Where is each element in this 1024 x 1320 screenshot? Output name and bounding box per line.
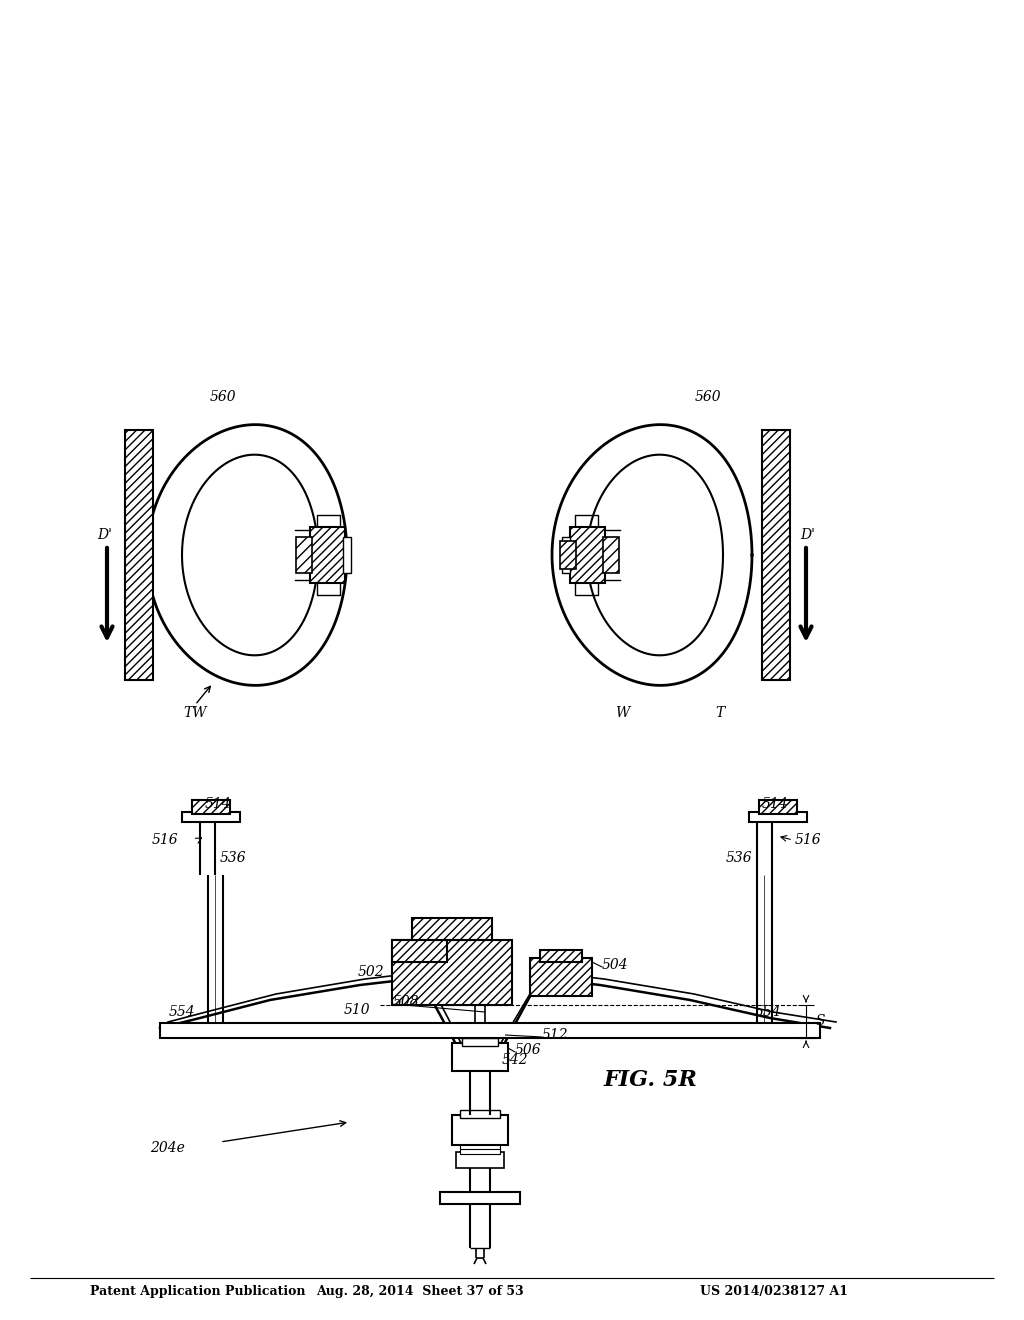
Bar	[440, 1192, 520, 1204]
Bar	[452, 1043, 508, 1071]
Text: 510: 510	[343, 1003, 370, 1016]
Bar	[160, 1023, 820, 1038]
Text: FIG. 5R: FIG. 5R	[603, 1069, 697, 1092]
Bar	[460, 1110, 500, 1118]
Bar	[762, 430, 790, 680]
Text: 554: 554	[755, 1005, 781, 1019]
Text: 204e: 204e	[151, 1140, 185, 1155]
Text: D': D'	[801, 528, 815, 543]
Text: D': D'	[97, 528, 113, 543]
Bar	[759, 800, 797, 814]
Text: 536: 536	[220, 851, 247, 865]
Text: T: T	[715, 706, 724, 719]
Text: Patent Application Publication: Patent Application Publication	[90, 1286, 305, 1299]
Text: 542: 542	[502, 1053, 528, 1067]
Bar	[392, 940, 512, 1005]
Bar	[452, 1115, 508, 1144]
Text: 514: 514	[762, 797, 788, 810]
Text: 560: 560	[695, 389, 722, 404]
Text: 560: 560	[210, 389, 237, 404]
Text: 554: 554	[168, 1005, 195, 1019]
Text: W: W	[615, 706, 630, 719]
Text: S: S	[816, 1014, 825, 1028]
Text: 516: 516	[795, 833, 821, 847]
Bar	[462, 1038, 498, 1045]
Bar	[392, 940, 447, 962]
Bar	[296, 537, 312, 573]
Bar	[570, 527, 605, 583]
Text: 508: 508	[393, 995, 420, 1008]
Text: 502: 502	[357, 965, 384, 979]
Bar	[460, 1148, 500, 1154]
Text: Aug. 28, 2014  Sheet 37 of 53: Aug. 28, 2014 Sheet 37 of 53	[316, 1286, 524, 1299]
Bar	[460, 1138, 500, 1144]
Bar	[460, 1143, 500, 1148]
Text: 504: 504	[602, 958, 629, 972]
Text: 516: 516	[152, 833, 178, 847]
Text: 536: 536	[725, 851, 752, 865]
Bar	[530, 958, 592, 997]
Bar	[182, 812, 240, 822]
Text: 506: 506	[515, 1043, 542, 1057]
Text: US 2014/0238127 A1: US 2014/0238127 A1	[700, 1286, 848, 1299]
Bar	[540, 950, 582, 962]
Text: 512: 512	[542, 1028, 568, 1041]
Text: 514: 514	[205, 797, 231, 810]
Bar	[749, 812, 807, 822]
Bar	[560, 541, 575, 569]
Bar	[193, 800, 230, 814]
Bar	[125, 430, 153, 680]
Bar	[562, 537, 570, 573]
Bar	[343, 537, 351, 573]
Bar	[456, 1152, 504, 1168]
Bar	[310, 527, 345, 583]
Text: TW: TW	[183, 706, 207, 719]
Bar	[412, 917, 492, 940]
Bar	[603, 537, 618, 573]
